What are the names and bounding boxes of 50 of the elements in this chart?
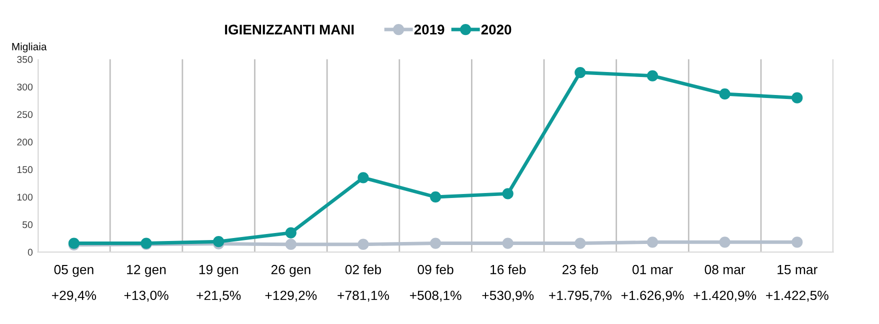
y-tick-label: 150 xyxy=(17,166,33,174)
text: +21,5% xyxy=(196,290,241,302)
point xyxy=(358,238,369,250)
x-tick-label: 16 feb xyxy=(490,264,526,274)
x-tick-label: 19 gen xyxy=(199,264,238,277)
y-tick-label: 0 xyxy=(28,248,33,256)
point xyxy=(646,236,658,248)
point xyxy=(719,88,730,100)
y-tick-label: 50 xyxy=(22,221,33,228)
point xyxy=(358,172,369,184)
text: +1.420,9% xyxy=(694,290,756,302)
text: +1.422,5% xyxy=(766,290,828,302)
y-axis-title: Migliaia xyxy=(12,42,47,52)
x-tick-label: 02 feb xyxy=(345,264,382,274)
text: +1.626,9% xyxy=(621,290,684,302)
x-tick-label: 09 feb xyxy=(418,264,454,274)
point xyxy=(285,238,296,250)
point xyxy=(719,236,730,248)
point xyxy=(646,70,658,82)
y-tick-label: 250 xyxy=(17,111,33,118)
text: +29,4% xyxy=(52,290,96,302)
x-tick-label: 26 gen xyxy=(271,264,310,277)
point xyxy=(792,92,803,104)
point xyxy=(574,66,586,78)
point xyxy=(430,238,442,249)
point xyxy=(502,188,514,200)
point xyxy=(430,191,442,203)
x-tick-label: 15 mar xyxy=(778,265,818,274)
y-tick-label: 200 xyxy=(17,138,33,146)
x-tick-label: 05 gen xyxy=(54,264,94,277)
text: +13,0% xyxy=(124,290,168,302)
point xyxy=(574,238,586,249)
point xyxy=(502,238,514,249)
text: +508,1% xyxy=(410,290,462,302)
text: +129,2% xyxy=(265,290,317,302)
text: +530,9% xyxy=(482,290,534,302)
text: +781,1% xyxy=(338,290,389,302)
point xyxy=(792,236,803,248)
chart-title: IGIENIZZANTI MANI xyxy=(225,24,354,35)
x-tick-label: 08 mar xyxy=(704,264,746,274)
text: +1.795,7% xyxy=(549,290,612,302)
y-tick-label: 350 xyxy=(17,56,33,63)
point xyxy=(285,227,296,238)
x-tick-label: 01 mar xyxy=(632,264,673,274)
legend-label: 2020 xyxy=(481,24,512,35)
x-tick-label: 23 feb xyxy=(562,264,598,274)
y-tick-label: 300 xyxy=(17,84,33,90)
y-tick-label: 100 xyxy=(17,194,33,201)
legend-label: 2019 xyxy=(414,24,444,35)
x-tick-label: 12 gen xyxy=(127,264,166,277)
